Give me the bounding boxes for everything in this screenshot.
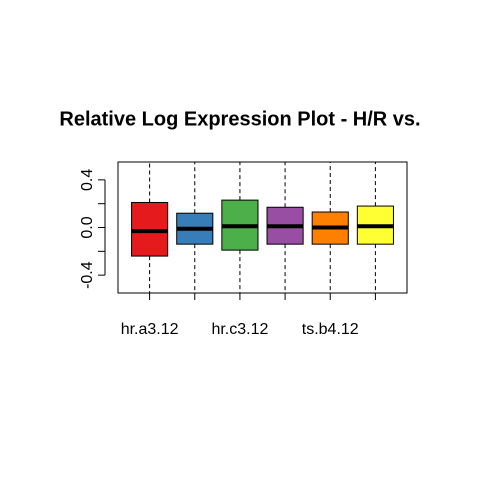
plot-frame: [117, 161, 408, 294]
y-tick-label: -0.4: [79, 261, 96, 289]
y-tick-label: 0.4: [79, 169, 96, 191]
y-tick-label: 0.0: [79, 216, 96, 238]
x-tick-label: hr.a3.12: [121, 321, 179, 338]
x-tick-label: ts.b4.12: [302, 321, 359, 338]
chart-title: Relative Log Expression Plot - H/R vs.: [59, 108, 420, 130]
plot-area: [131, 162, 394, 293]
x-tick-label: hr.c3.12: [211, 321, 268, 338]
